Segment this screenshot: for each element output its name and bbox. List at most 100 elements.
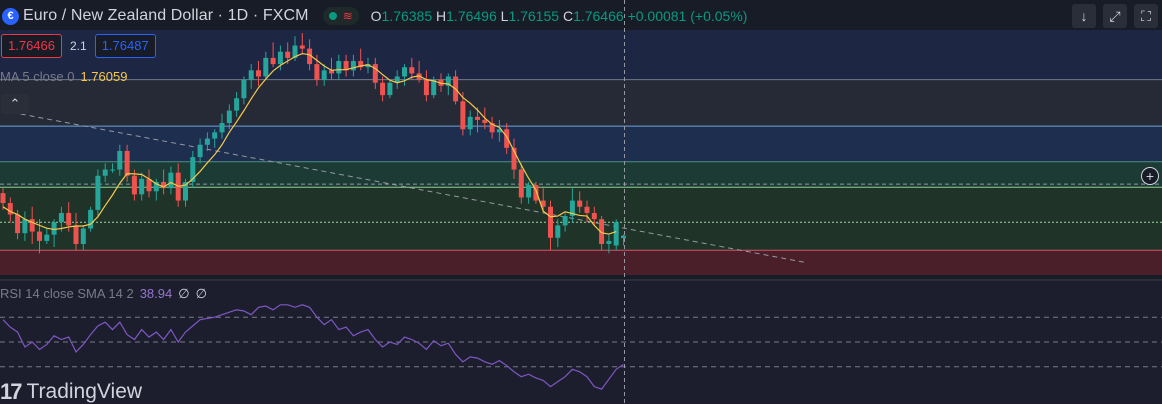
candle-body — [496, 129, 502, 133]
candle-body — [37, 231, 42, 241]
candle-body — [387, 82, 393, 96]
candle-body — [577, 200, 583, 207]
trendline — [2, 110, 807, 264]
candle-body — [58, 212, 64, 223]
candle-body — [95, 175, 101, 210]
open-value: 1.76385 — [381, 8, 433, 24]
expand-button[interactable]: ⤢ — [1103, 4, 1127, 28]
fullscreen-icon: ⛶ — [1141, 7, 1151, 24]
candle-body — [540, 200, 546, 207]
candle-body — [350, 61, 356, 71]
rsi-legend-label: RSI 14 close SMA 14 2 — [0, 286, 134, 301]
low-label: L — [500, 8, 509, 24]
rsi-extra-2: ∅ — [195, 286, 207, 301]
plus-icon: + — [1145, 168, 1155, 184]
candle-body — [161, 181, 167, 189]
candle-body — [124, 150, 130, 176]
candle-body — [423, 79, 429, 96]
candle-body — [117, 150, 123, 170]
low-value: 1.76155 — [508, 8, 560, 24]
candle-body — [475, 116, 480, 120]
candle-body — [445, 76, 451, 86]
candle-body — [343, 61, 349, 71]
symbol-header: € Euro / New Zealand Dollar · 1D · FXCM … — [0, 3, 747, 29]
candle-body — [139, 178, 145, 195]
zone-green-dark — [0, 187, 1162, 251]
candle-body — [153, 181, 159, 192]
zone-red — [0, 250, 1162, 275]
candle-body — [599, 219, 605, 244]
close-label: C — [562, 8, 574, 24]
candle-body — [73, 225, 79, 244]
candle-body — [569, 200, 575, 217]
bid-price-button[interactable]: 1.76466 — [1, 34, 62, 58]
candle-body — [555, 225, 561, 238]
market-status-pill[interactable]: ≋ — [322, 7, 359, 25]
candle-body — [146, 178, 152, 192]
candle-body — [548, 206, 553, 238]
change-value: +0.00081 (+0.05%) — [627, 8, 748, 24]
candle-body — [212, 132, 218, 139]
collapse-indicators-button[interactable]: ⌃ — [1, 94, 29, 114]
candle-body — [358, 61, 364, 68]
candle-body — [131, 175, 137, 195]
ma-line — [2, 52, 617, 235]
candle-body — [606, 240, 612, 244]
zone-blue — [0, 126, 1162, 162]
candle-body — [526, 185, 532, 198]
candle-body — [248, 70, 254, 80]
candle-body — [66, 212, 72, 226]
candle-body — [263, 57, 269, 77]
candle-body — [365, 64, 371, 68]
high-value: 1.76496 — [446, 8, 497, 24]
tradingview-logo-text: TradingView — [26, 380, 143, 403]
candle-body — [409, 67, 415, 74]
candle-body — [80, 228, 86, 244]
candle-body — [183, 181, 188, 201]
add-level-button[interactable]: + — [1141, 167, 1159, 185]
tradingview-logo-icon: 17 — [0, 379, 23, 404]
candle-body — [256, 70, 261, 77]
candle-body — [102, 169, 108, 176]
chevron-up-icon: ⌃ — [9, 96, 21, 111]
symbol-title[interactable]: Euro / New Zealand Dollar · 1D · FXCM — [23, 7, 309, 24]
rsi-legend[interactable]: RSI 14 close SMA 14 2 38.94 ∅ ∅ — [0, 286, 207, 302]
high-label: H — [436, 8, 447, 24]
candle-body — [336, 61, 342, 74]
candle-body — [562, 216, 568, 226]
candle-body — [190, 157, 196, 182]
candle-body — [168, 172, 174, 189]
candle-body — [88, 209, 94, 229]
candle-body — [482, 119, 488, 124]
rsi-extra-1: ∅ — [178, 286, 190, 301]
ma-legend-label: MA 5 close 0 — [0, 69, 75, 84]
candle-body — [467, 116, 473, 130]
open-label: O — [370, 8, 382, 24]
candle-body — [533, 185, 539, 201]
candle-body — [234, 98, 240, 111]
candle-body — [241, 79, 247, 99]
candle-body — [621, 235, 626, 239]
tradingview-logo[interactable]: 17 TradingView — [0, 379, 143, 404]
candle-body — [504, 129, 510, 148]
candle-body — [277, 51, 283, 65]
candle-body — [613, 222, 619, 246]
download-button[interactable]: ↓ — [1072, 4, 1096, 28]
zone-green — [0, 161, 1162, 188]
candle-body — [460, 101, 466, 130]
close-value: 1.76466 — [573, 8, 624, 24]
candle-body — [431, 79, 437, 96]
zone-gray — [0, 79, 1162, 127]
fullscreen-button[interactable]: ⛶ — [1134, 4, 1158, 28]
candle-body — [299, 45, 305, 49]
candle-body — [226, 110, 232, 124]
ask-price-button[interactable]: 1.76487 — [94, 34, 156, 58]
rsi-line — [2, 304, 624, 390]
ma-legend-value: 1.76059 — [80, 69, 128, 84]
wave-icon: ≋ — [342, 9, 353, 23]
candle-body — [0, 193, 6, 204]
candle-body — [204, 138, 210, 145]
ma-legend[interactable]: MA 5 close 0 1.76059 — [0, 69, 127, 84]
